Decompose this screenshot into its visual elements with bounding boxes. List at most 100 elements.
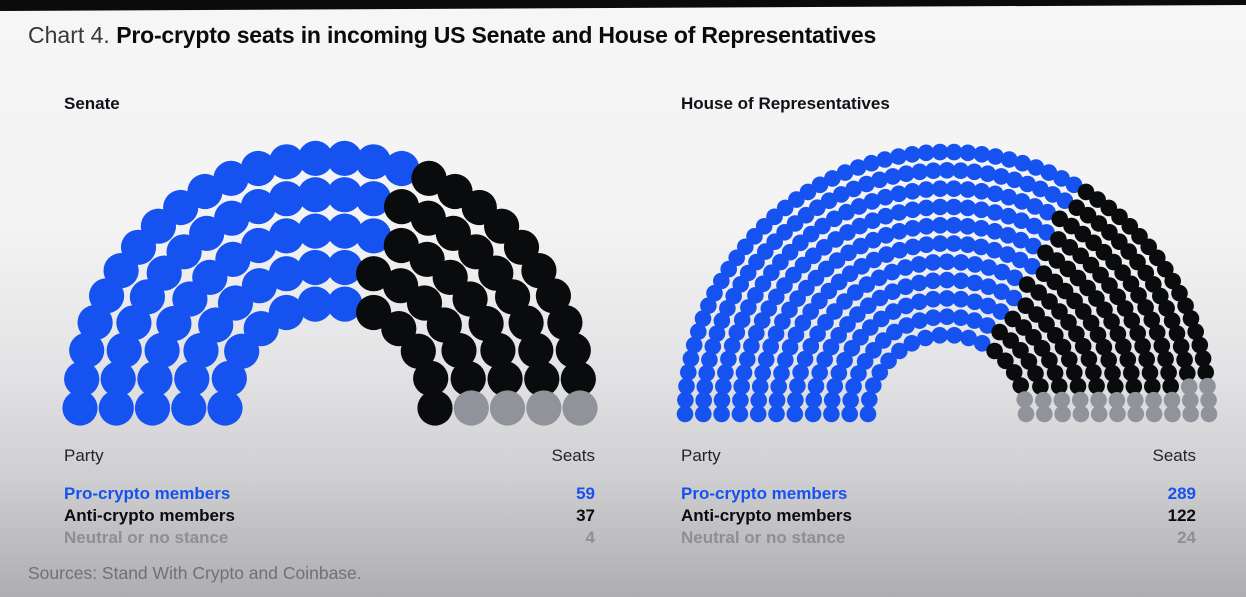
seat-dot (762, 338, 779, 355)
seat-dot (870, 269, 888, 287)
seat-dot (904, 220, 921, 237)
seat-dot (897, 297, 915, 315)
seat-dot (1053, 391, 1071, 409)
legend-row-pro-crypto: Pro-crypto members 59 (64, 483, 595, 505)
seat-dot (959, 181, 977, 198)
seat-dot (925, 162, 942, 179)
seat-dot (713, 391, 731, 409)
seat-dot (1108, 392, 1126, 409)
seat-dot (441, 332, 477, 369)
legend-value: 4 (585, 528, 595, 547)
seat-dot (820, 192, 838, 209)
seat-dot (740, 299, 757, 316)
seat-dot (917, 181, 935, 198)
seat-dot (713, 405, 730, 423)
seat-dot (518, 332, 554, 368)
seat-dot (1200, 405, 1218, 423)
seat-dot (993, 263, 1011, 281)
seat-dot (495, 279, 531, 315)
seat-dot (1107, 378, 1124, 395)
seat-dot (733, 311, 751, 329)
seat-dot (64, 361, 100, 397)
seat-dot (959, 199, 976, 217)
seat-dot (945, 235, 963, 252)
seat-dot (805, 391, 823, 409)
seat-dot (838, 203, 855, 221)
seat-dot (77, 304, 113, 341)
party-column-header: Party (681, 446, 721, 465)
seat-dot (786, 405, 804, 423)
seat-dot (750, 391, 767, 409)
seat-dot (753, 312, 771, 329)
seat-dot (1026, 198, 1044, 215)
seat-dot (1143, 311, 1161, 329)
seat-dot (945, 198, 963, 216)
seat-dot (1014, 154, 1031, 172)
seat-dot (694, 310, 712, 327)
seat-dot (719, 300, 736, 317)
seat-dot (986, 204, 1004, 221)
seat-dot (938, 308, 956, 325)
seat-dot (891, 342, 908, 360)
seat-dot (986, 342, 1003, 360)
seat-dot (986, 185, 1004, 203)
legend-label: Anti-crypto members (64, 506, 235, 525)
seat-dot (1060, 314, 1077, 331)
seat-dot (1109, 405, 1126, 423)
seat-dot (1053, 170, 1070, 187)
seat-dot (938, 162, 956, 179)
seat-dot (1012, 377, 1029, 394)
seat-dot (1158, 300, 1175, 317)
seat-dot (851, 217, 869, 235)
seat-dot (1145, 391, 1162, 409)
seat-dot (986, 241, 1003, 259)
seat-dot (1171, 284, 1188, 302)
legend-label: Pro-crypto members (64, 484, 231, 503)
seat-dot (356, 256, 392, 292)
seat-dot (731, 405, 749, 423)
seat-dot (489, 390, 526, 426)
seat-dot (833, 186, 850, 203)
seat-dot (356, 294, 392, 331)
seat-dot (213, 160, 249, 196)
seat-dot (865, 377, 882, 394)
seat-dot (1095, 338, 1113, 356)
seat-dot (715, 378, 732, 395)
seat-dot (695, 392, 712, 409)
seat-dot (917, 144, 935, 162)
seat-dot (993, 283, 1010, 300)
legend-value: 59 (576, 484, 595, 503)
seat-dot (1000, 151, 1018, 168)
seat-dot (890, 148, 907, 165)
seat-dot (811, 176, 829, 194)
seat-dot (979, 165, 997, 182)
seat-dot (1164, 405, 1181, 423)
seat-dot (211, 360, 247, 396)
legend-value: 122 (1167, 506, 1196, 525)
seat-dot (327, 177, 363, 213)
seat-dot (836, 352, 853, 369)
seat-dot (1127, 405, 1145, 423)
seat-dot (931, 180, 949, 197)
seat-dot (931, 143, 949, 161)
seat-dot (910, 274, 928, 292)
seat-dot (959, 218, 976, 235)
seat-dot (973, 201, 990, 219)
seat-dot (1047, 327, 1064, 344)
seat-dot (355, 144, 391, 180)
seat-dot (918, 236, 935, 253)
legend-label: Pro-crypto members (681, 484, 848, 503)
seat-dot (1018, 276, 1036, 293)
seat-dot (1141, 364, 1159, 381)
house-hemicycle-chart (676, 143, 1218, 423)
seat-dot (860, 297, 877, 314)
seat-dot (1005, 289, 1023, 307)
seat-dot (1054, 405, 1071, 423)
seat-dot (1152, 287, 1169, 305)
seat-dot (297, 286, 333, 322)
seat-dot (911, 293, 928, 311)
seat-dot (1164, 272, 1181, 290)
page-title: Chart 4. Pro-crypto seats in incoming US… (28, 22, 876, 49)
seat-dot (1088, 377, 1105, 395)
seat-dot (1125, 378, 1143, 395)
